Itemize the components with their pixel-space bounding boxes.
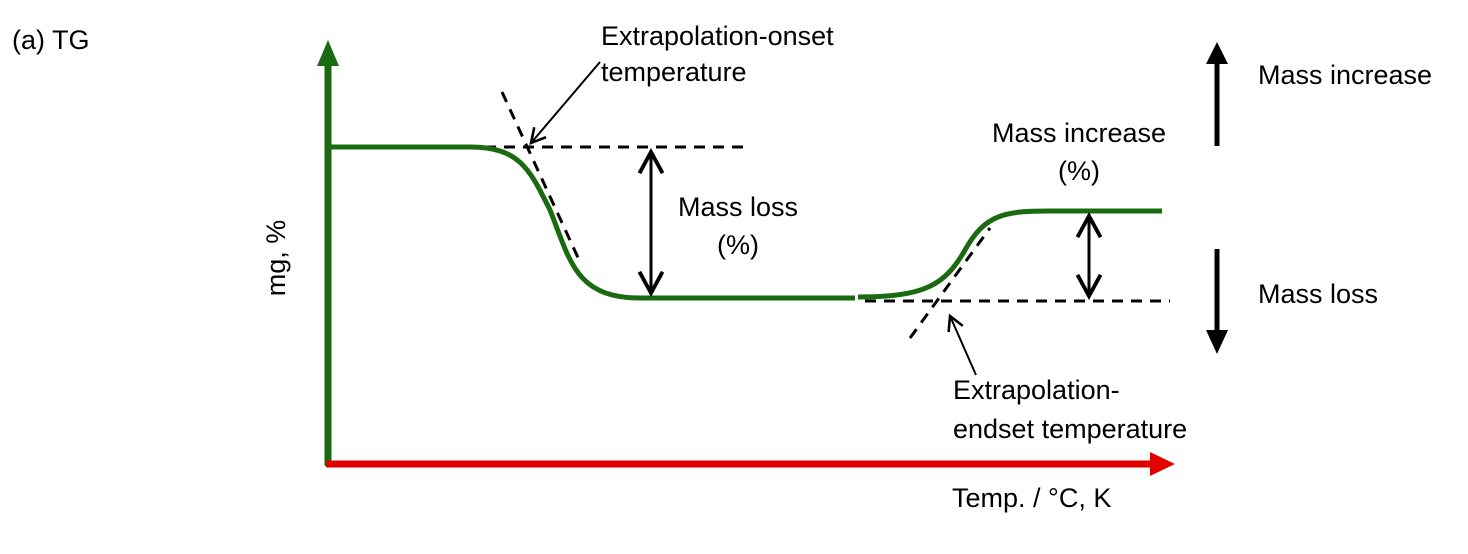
onset-tangent-dashed: [500, 91, 582, 263]
x-axis-label: Temp. / °C, K: [952, 483, 1111, 513]
onset-label-line2: temperature: [601, 57, 747, 87]
mass-loss-step-label-line2: (%): [717, 230, 759, 260]
y-axis-arrowhead: [317, 40, 339, 66]
mass-increase-step-label-line1: Mass increase: [992, 118, 1166, 148]
endset-label-line2: endset temperature: [953, 414, 1187, 444]
legend-mass-increase-label: Mass increase: [1258, 60, 1432, 90]
onset-pointer-arrow: [531, 61, 601, 143]
endset-tangent-dashed: [908, 227, 992, 339]
tg-curve-mass-increase-step: [857, 208, 1162, 300]
mass-loss-step-label-line1: Mass loss: [678, 192, 798, 222]
tg-curve-mass-loss-step: [330, 144, 855, 301]
x-axis-arrowhead: [1150, 452, 1175, 476]
y-axis-label: mg, %: [261, 220, 291, 297]
mass-increase-step-label-line2: (%): [1058, 156, 1100, 186]
legend-mass-loss-label: Mass loss: [1258, 279, 1378, 309]
up-direction-arrowhead: [1206, 42, 1228, 64]
panel-label: (a) TG: [12, 25, 90, 55]
down-direction-arrowhead: [1206, 330, 1228, 354]
endset-label-line1: Extrapolation-: [953, 375, 1120, 405]
endset-pointer-arrow: [950, 316, 977, 376]
onset-label-line1: Extrapolation-onset: [601, 21, 834, 51]
